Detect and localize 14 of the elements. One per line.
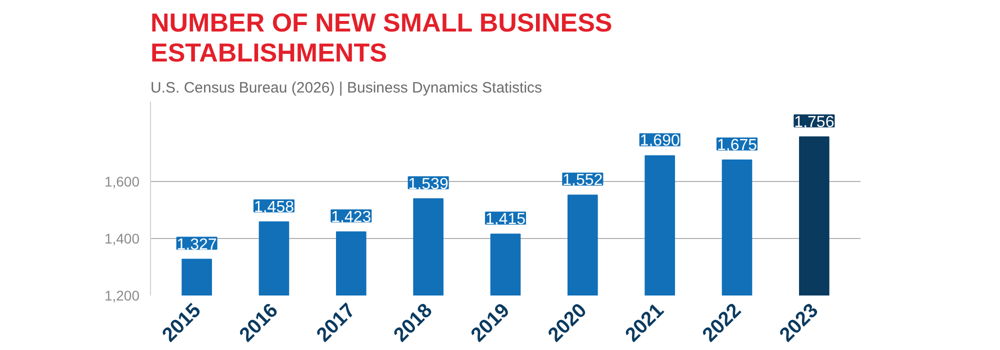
- data-label: 1,327: [176, 236, 217, 254]
- data-label: 1,756: [794, 114, 834, 131]
- data-label: 1,690: [640, 132, 680, 150]
- data-label: 1,458: [254, 198, 294, 216]
- y-tick-label: 1,400: [104, 230, 140, 246]
- chart-title: NUMBER OF NEW SMALL BUSINESS ESTABLISHMENTS: [150, 8, 612, 68]
- data-label: 1,423: [331, 208, 372, 226]
- y-tick-label: 1,200: [104, 288, 140, 304]
- data-label: 1,552: [562, 172, 603, 190]
- chart-subtitle: U.S. Census Bureau (2026) | Business Dynamics Statistics: [150, 80, 542, 96]
- data-label: 1,415: [485, 211, 526, 228]
- data-label: 1,675: [717, 136, 758, 154]
- y-tick-label: 1,600: [104, 173, 140, 190]
- data-label: 1,539: [408, 176, 448, 193]
